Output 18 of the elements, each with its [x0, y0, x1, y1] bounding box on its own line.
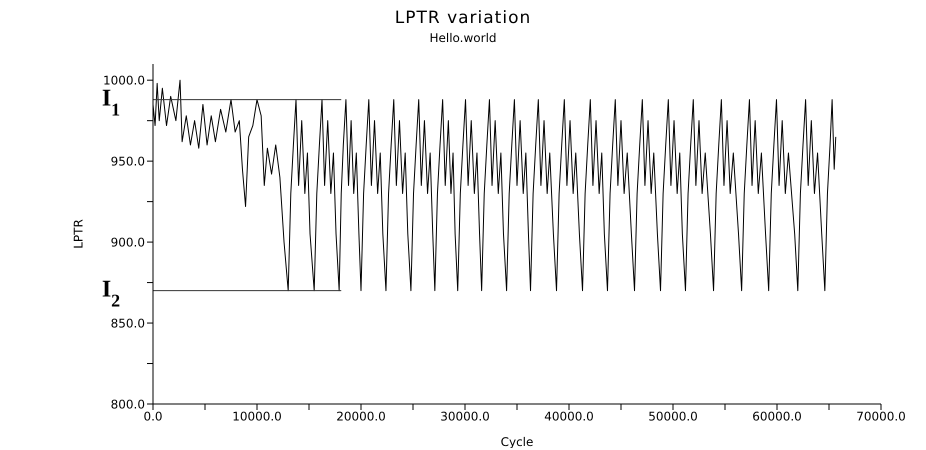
x-tick-label: 60000.0	[752, 410, 802, 424]
annotation: I$_{2}$	[102, 276, 120, 311]
y-tick-label: 950.0	[110, 154, 145, 168]
x-tick-label: 50000.0	[648, 410, 698, 424]
x-tick-label: 0.0	[143, 410, 163, 424]
y-axis-title: LPTR	[71, 219, 86, 249]
y-tick-label: 1000.0	[103, 73, 145, 88]
chart-subtitle: Hello.world	[428, 30, 498, 46]
x-tick-label: 10000.0	[232, 410, 282, 424]
x-tick-label: 20000.0	[336, 410, 386, 424]
annotation: I$_{1}$	[102, 86, 120, 120]
y-tick-label: 800.0	[110, 397, 145, 412]
x-tick-label: 70000.0	[856, 410, 906, 424]
chart-title: LPTR variation	[394, 8, 532, 28]
y-tick-label: 850.0	[110, 316, 145, 330]
x-tick-label: 40000.0	[544, 410, 594, 424]
y-tick-label: 900.0	[110, 235, 145, 250]
x-tick-label: 30000.0	[440, 410, 490, 424]
